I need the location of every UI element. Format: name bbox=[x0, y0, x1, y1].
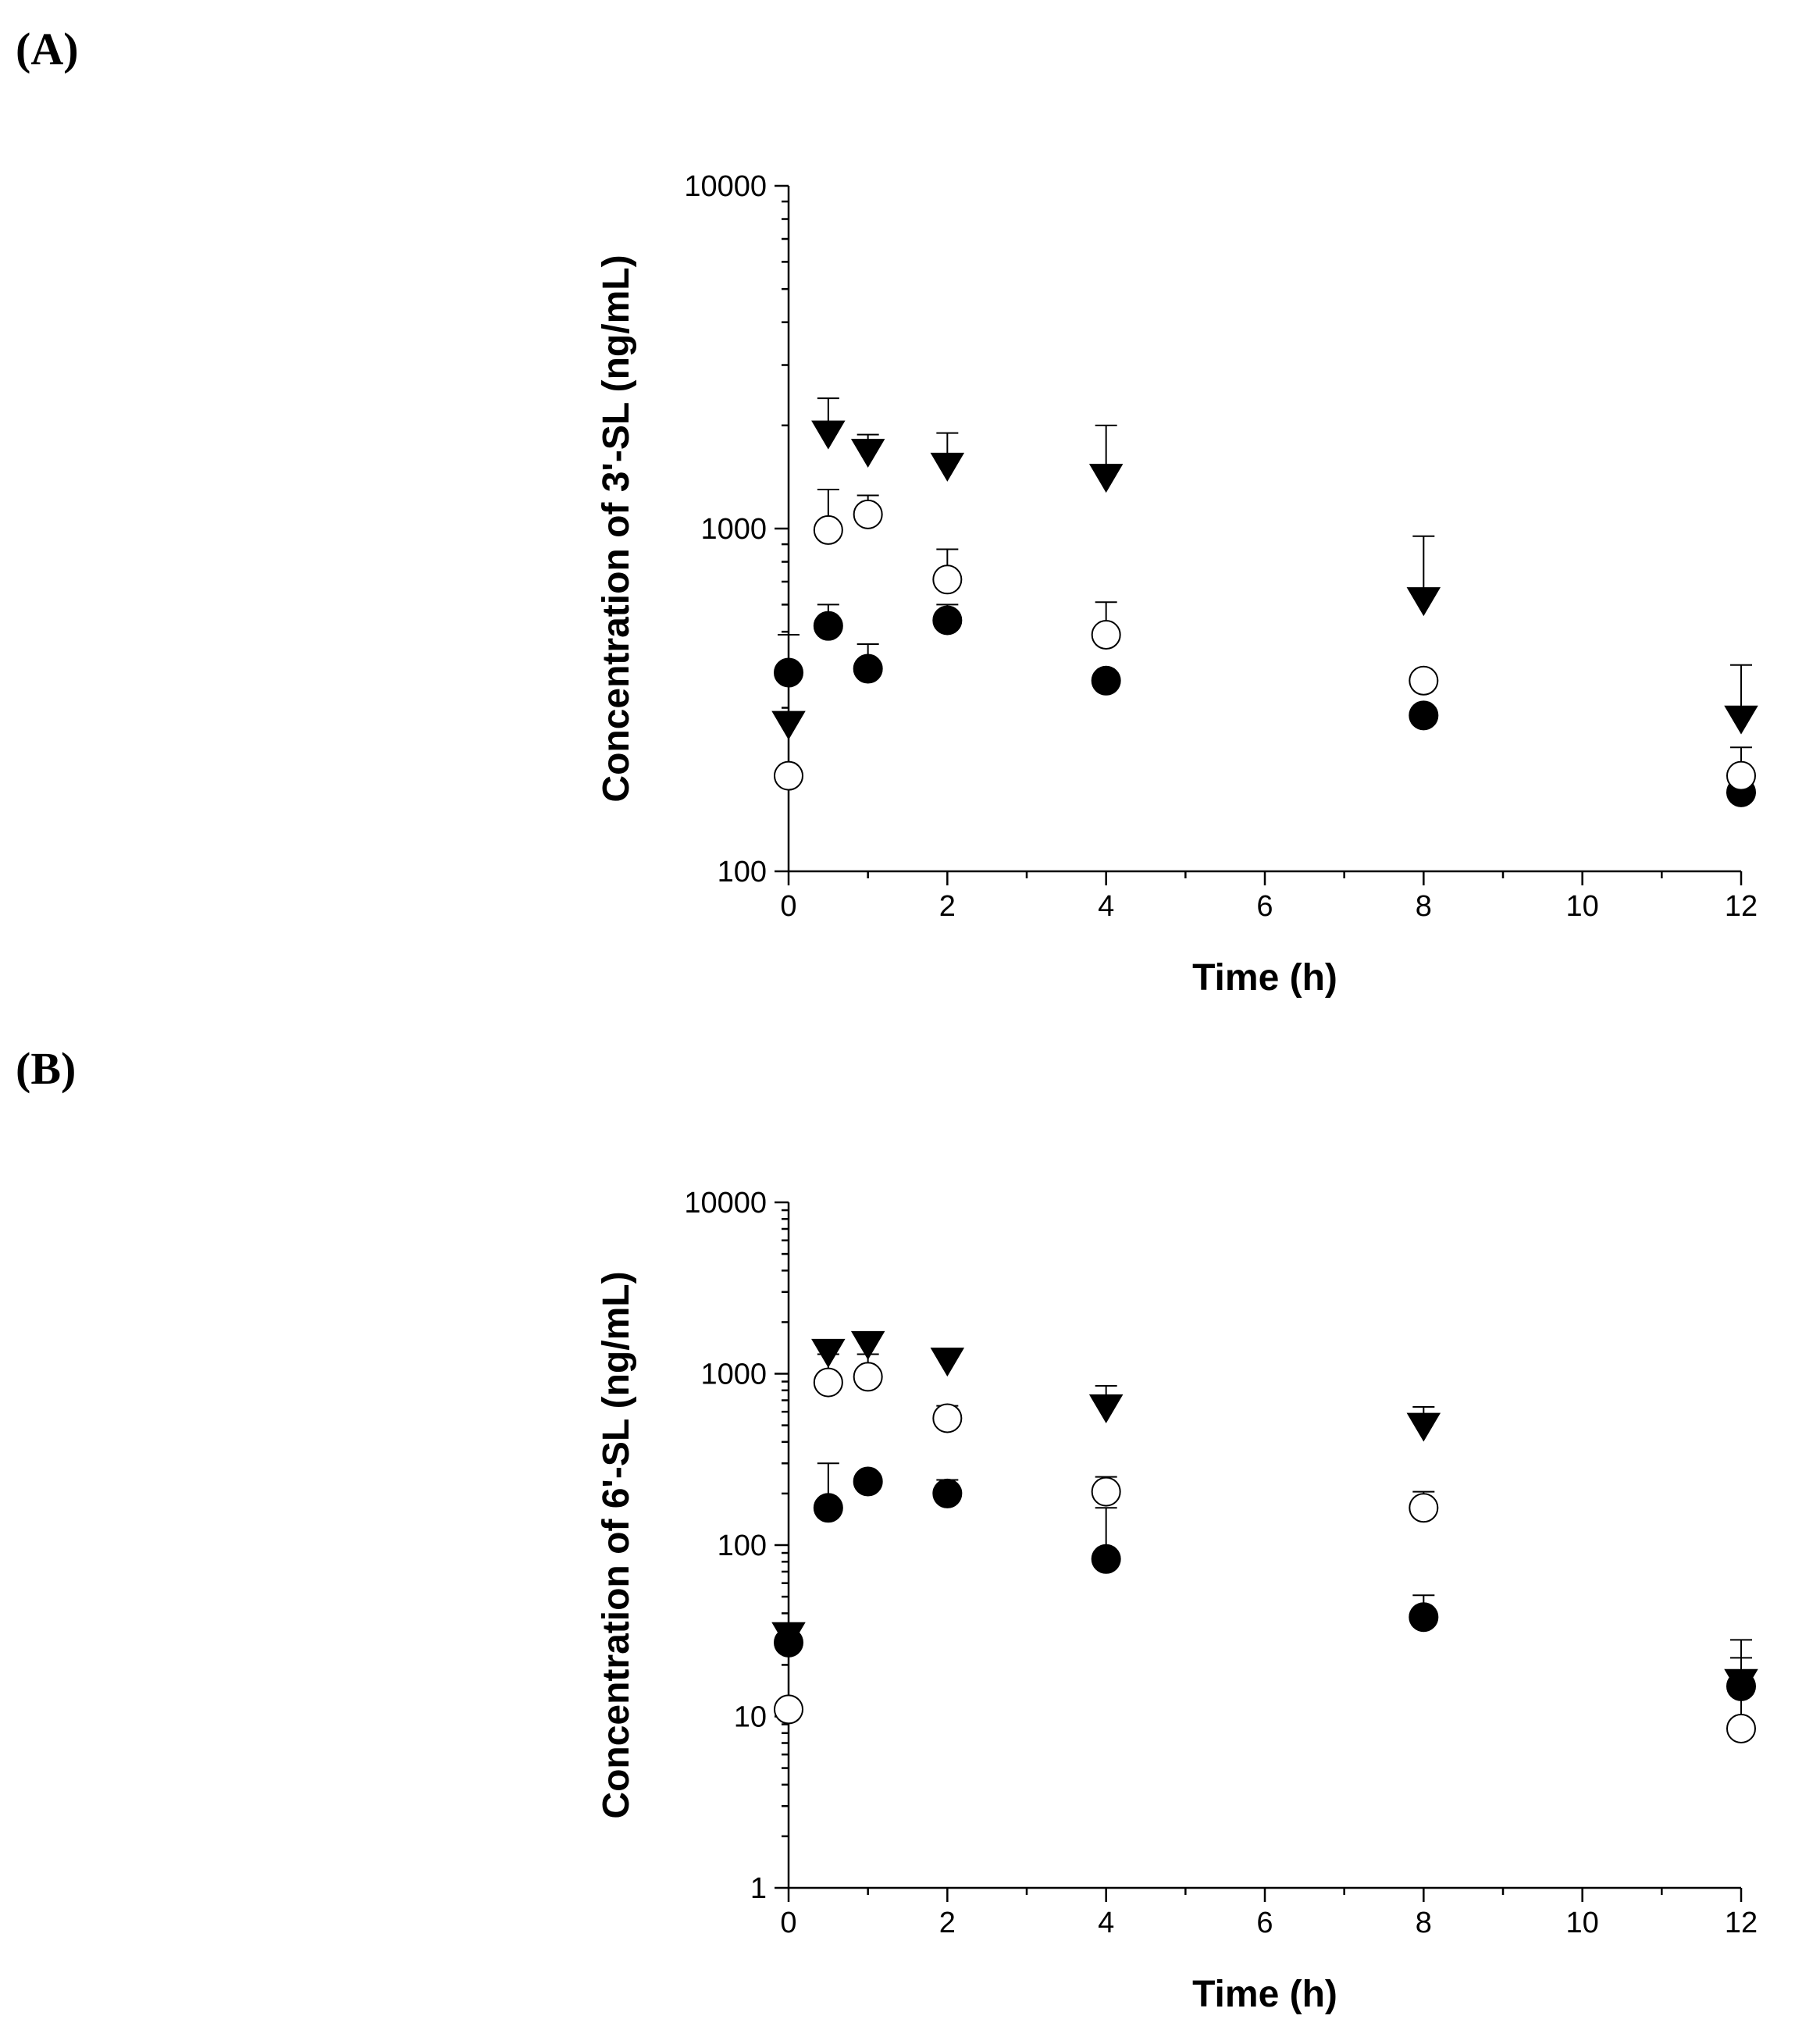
point-filled-triangle bbox=[1406, 587, 1441, 617]
x-tick-label: 0 bbox=[780, 890, 796, 923]
point-filled-circle bbox=[1409, 700, 1439, 731]
point-filled-triangle bbox=[850, 1330, 885, 1360]
point-filled-circle bbox=[932, 605, 963, 636]
point-filled-triangle bbox=[1088, 1394, 1124, 1424]
point-filled-circle bbox=[853, 653, 883, 684]
point-open-circle bbox=[932, 1403, 963, 1433]
point-filled-triangle bbox=[930, 452, 965, 482]
point-open-circle bbox=[932, 564, 963, 595]
point-filled-circle bbox=[932, 1478, 963, 1508]
point-open-circle bbox=[1726, 1713, 1756, 1743]
point-open-circle bbox=[774, 1694, 803, 1725]
x-tick-label: 2 bbox=[939, 890, 956, 923]
x-tick-label: 4 bbox=[1098, 1907, 1114, 1939]
point-open-circle bbox=[1726, 760, 1756, 791]
x-tick-label: 2 bbox=[939, 1907, 956, 1939]
y-tick-label: 1000 bbox=[700, 513, 767, 546]
y-axis-title: Concentration of 6'-SL (ng/mL) bbox=[596, 1271, 637, 1818]
point-filled-triangle bbox=[771, 710, 806, 740]
point-filled-triangle bbox=[1724, 705, 1758, 735]
x-tick-label: 0 bbox=[780, 1907, 796, 1939]
x-tick-label: 6 bbox=[1256, 1907, 1273, 1939]
chart-6sl: 1 10 100 1000 10000 0 2 4 6 8 10 12 Time (h) Concentr… bbox=[596, 1187, 1758, 2015]
y-tick-label: 100 bbox=[718, 856, 767, 888]
x-tick-label: 8 bbox=[1416, 1907, 1432, 1939]
x-tick-label: 10 bbox=[1566, 890, 1599, 923]
x-axis-title: Time (h) bbox=[1192, 957, 1337, 999]
x-tick-label: 6 bbox=[1256, 890, 1273, 923]
chart-3sl: 100 1000 10000 0 2 4 6 8 10 12 Time (h) Concentrati… bbox=[596, 170, 1758, 999]
y-tick-label: 10000 bbox=[684, 170, 767, 203]
point-filled-circle bbox=[813, 611, 843, 641]
point-filled-triangle bbox=[1406, 1412, 1441, 1442]
x-tick-label: 12 bbox=[1725, 1907, 1758, 1939]
point-filled-triangle bbox=[1724, 1668, 1758, 1698]
x-axis-title: Time (h) bbox=[1192, 1974, 1337, 2015]
point-filled-triangle bbox=[1088, 464, 1124, 493]
point-filled-circle bbox=[1091, 1544, 1121, 1574]
point-filled-triangle bbox=[850, 439, 885, 468]
point-open-circle bbox=[1409, 1493, 1439, 1523]
point-open-circle bbox=[774, 760, 803, 791]
y-tick-label: 1 bbox=[750, 1872, 767, 1905]
y-tick-label: 1000 bbox=[700, 1359, 767, 1391]
point-filled-circle bbox=[853, 1466, 883, 1497]
point-open-circle bbox=[1091, 620, 1121, 650]
point-open-circle bbox=[853, 1362, 883, 1392]
y-axis-title: Concentration of 3'-SL (ng/mL) bbox=[596, 255, 637, 802]
point-filled-circle bbox=[1409, 1602, 1439, 1633]
x-tick-label: 12 bbox=[1725, 890, 1758, 923]
point-open-circle bbox=[1091, 1476, 1121, 1507]
point-filled-triangle bbox=[811, 420, 846, 450]
x-tick-label: 4 bbox=[1098, 890, 1114, 923]
panel-label-a: (A) bbox=[16, 23, 79, 74]
point-filled-circle bbox=[1091, 665, 1121, 696]
point-filled-triangle bbox=[811, 1338, 846, 1368]
x-tick-label: 10 bbox=[1566, 1907, 1599, 1939]
y-tick-label: 100 bbox=[718, 1529, 767, 1562]
point-filled-circle bbox=[813, 1493, 843, 1523]
panel-label-b: (B) bbox=[16, 1043, 76, 1094]
y-tick-label: 10000 bbox=[684, 1187, 767, 1220]
point-open-circle bbox=[813, 515, 843, 545]
x-tick-label: 8 bbox=[1416, 890, 1432, 923]
point-filled-triangle bbox=[771, 1622, 806, 1651]
point-open-circle bbox=[1409, 665, 1439, 696]
point-open-circle bbox=[813, 1367, 843, 1398]
point-filled-circle bbox=[774, 657, 803, 688]
point-open-circle bbox=[853, 499, 883, 529]
y-tick-label: 10 bbox=[734, 1701, 767, 1734]
point-filled-triangle bbox=[930, 1348, 965, 1377]
